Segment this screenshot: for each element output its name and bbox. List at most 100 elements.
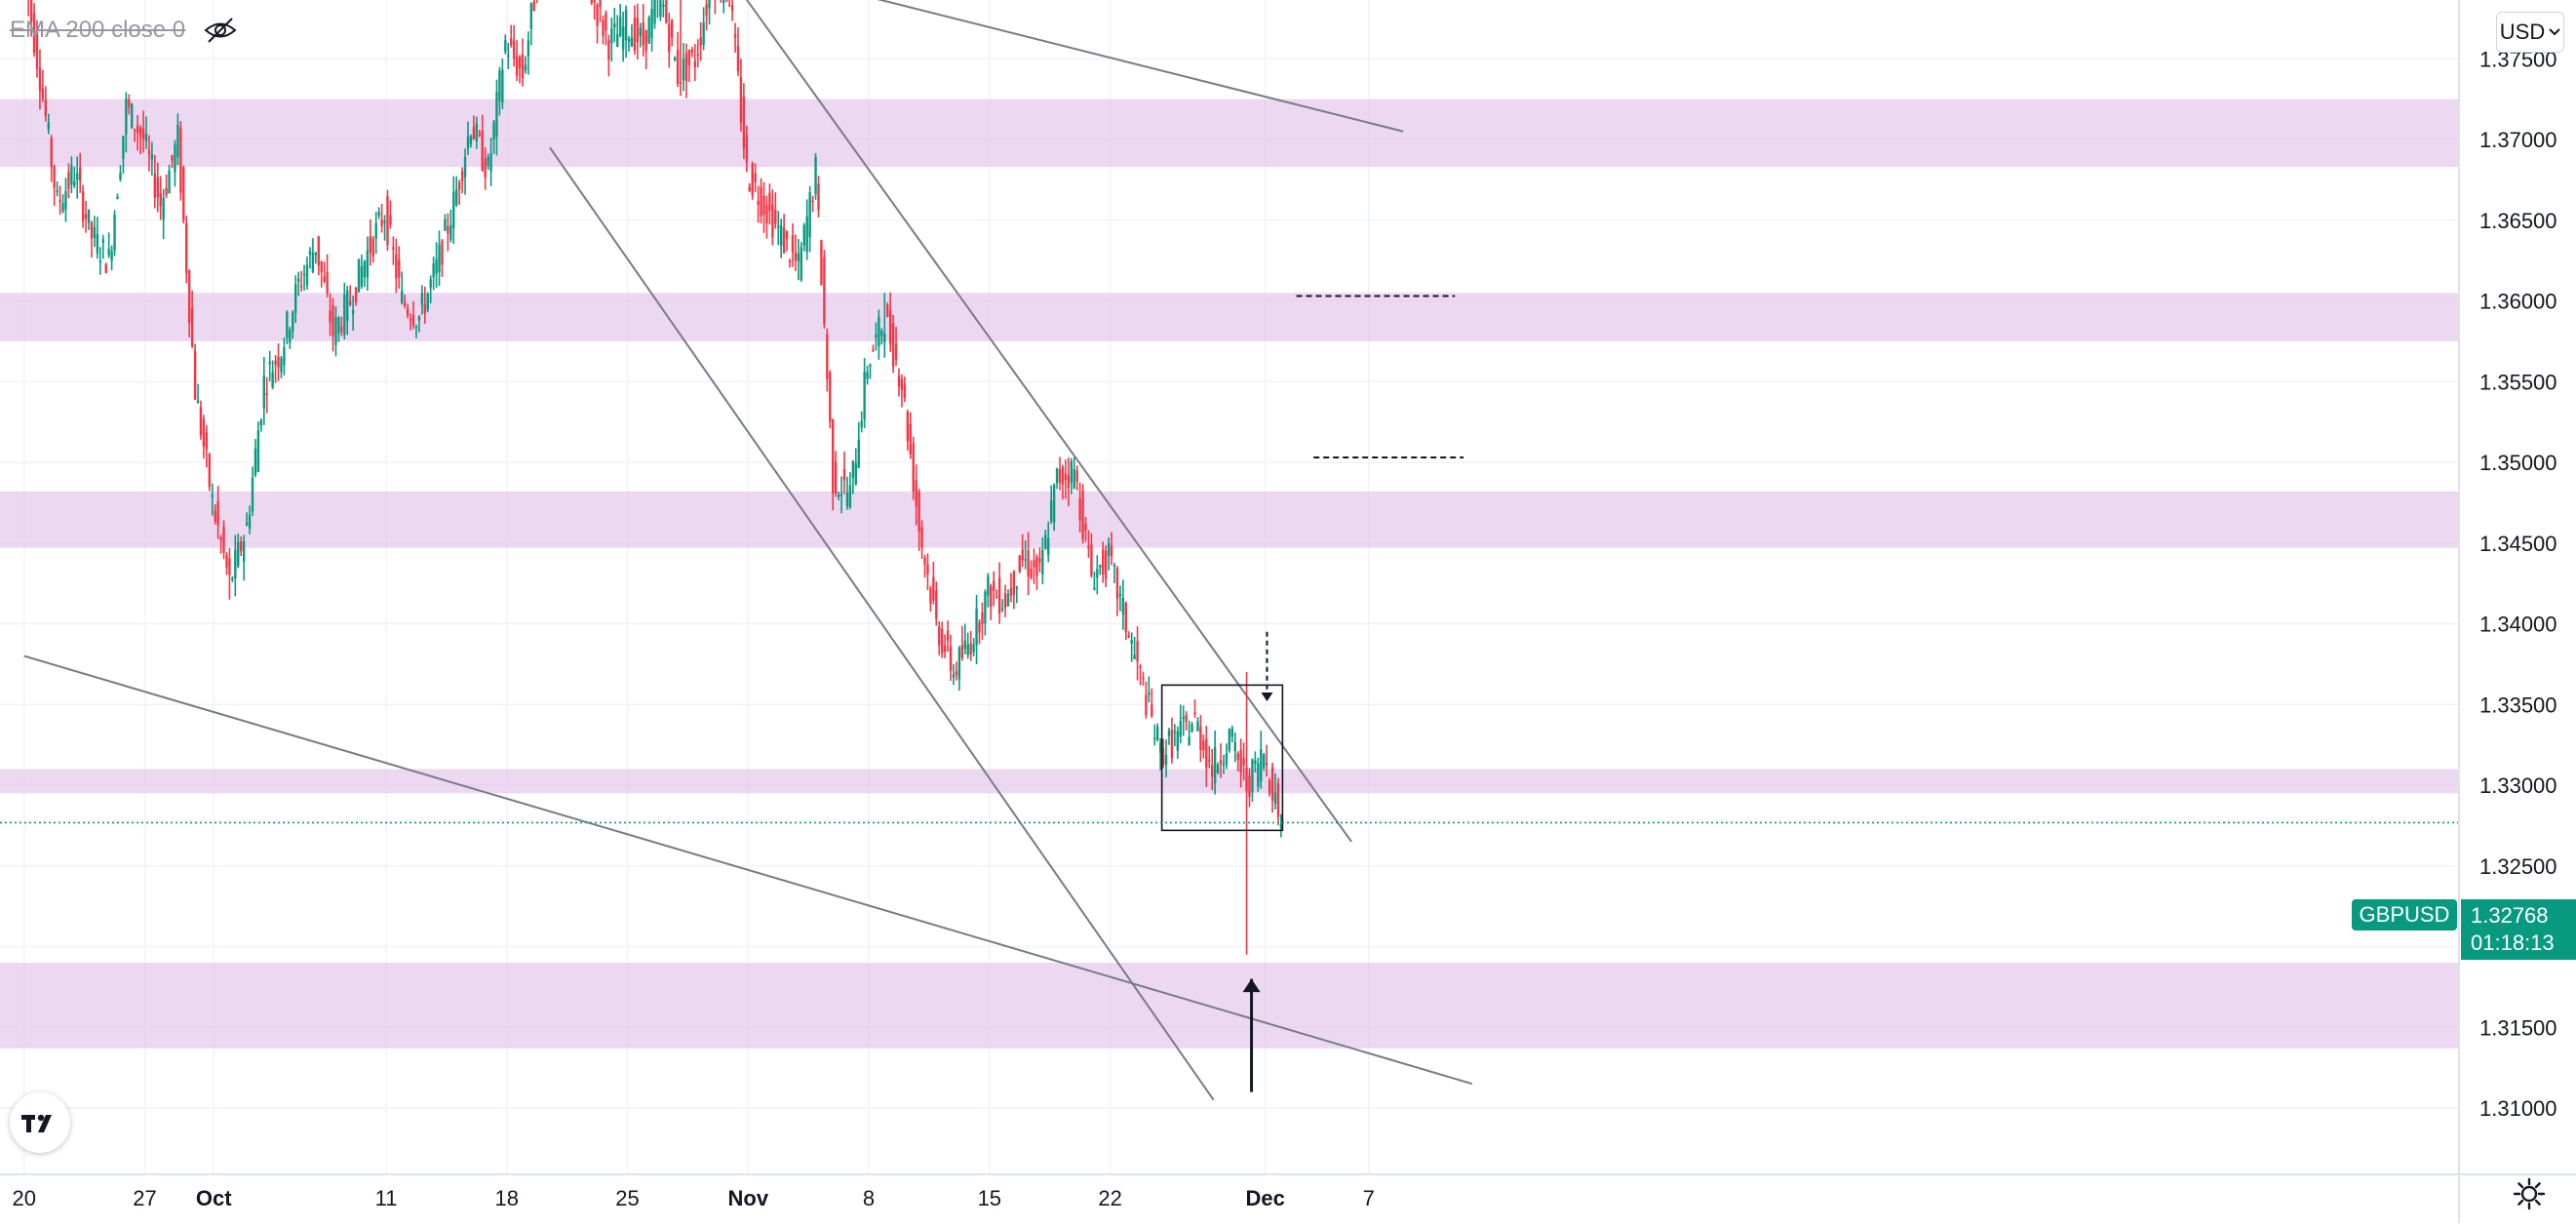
candle-body (41, 88, 45, 99)
candle-body (1058, 469, 1062, 483)
candle-body (147, 150, 151, 154)
arrow-head (1242, 978, 1261, 993)
candle-body (254, 448, 257, 476)
candle-body (141, 128, 145, 140)
candle-body (1127, 635, 1130, 638)
sr-zone (0, 293, 2459, 341)
candle-body (420, 293, 424, 305)
candle-body (56, 190, 59, 192)
eye-off-icon[interactable] (203, 16, 238, 45)
candle-body (414, 326, 418, 329)
candle-body (237, 541, 240, 567)
candle-body (760, 187, 762, 217)
candle-body (848, 485, 852, 507)
candle-body (1121, 597, 1125, 614)
candle-body (1087, 545, 1090, 549)
x-tick-label: 7 (1363, 1186, 1375, 1210)
candle-body (1161, 747, 1165, 766)
x-tick-label: 27 (133, 1186, 156, 1210)
candle-body (665, 0, 668, 22)
candle-body (1104, 550, 1108, 579)
candle-body (1124, 603, 1127, 633)
indicator-legend[interactable]: EMA 200 close 0 (10, 16, 238, 45)
candle-body (193, 351, 197, 400)
candle-body (1142, 677, 1145, 680)
candle-body (708, 0, 711, 9)
candle-body (946, 630, 950, 641)
candle-body (383, 220, 386, 223)
candle-body (627, 39, 631, 42)
candle-body (481, 131, 484, 171)
candle-body (432, 263, 435, 278)
candle-body (398, 258, 401, 278)
candle-body (308, 251, 312, 256)
candle-body (932, 576, 935, 601)
candle-body (727, 5, 731, 7)
candle-body (642, 22, 644, 46)
candle-body (1196, 721, 1199, 732)
candle-body (107, 249, 110, 256)
candle-body (647, 17, 650, 44)
candle-body (880, 330, 883, 337)
symbol-tag: GBPUSD (2352, 899, 2457, 931)
candle-body (1090, 544, 1093, 576)
candle-body (837, 494, 840, 497)
candle-body (797, 253, 800, 261)
candle-body (417, 316, 421, 321)
candle-body (857, 439, 860, 469)
candle-body (248, 514, 252, 529)
candle-body (311, 253, 315, 272)
candle-body (262, 376, 265, 409)
candle-body (912, 443, 915, 492)
candle-body (1148, 692, 1151, 695)
candle-body (794, 252, 798, 261)
x-tick-label: 11 (375, 1186, 398, 1210)
candle-body (286, 311, 289, 338)
gear-icon[interactable] (2512, 1176, 2547, 1211)
candle-body (702, 22, 705, 45)
tradingview-logo-icon[interactable] (10, 1092, 70, 1153)
candle-body (1052, 484, 1056, 523)
candle-body (981, 613, 984, 624)
candle-body (216, 500, 219, 526)
candle-body (650, 9, 653, 39)
candle-body (1107, 543, 1111, 556)
candle-body (1112, 565, 1116, 567)
y-tick-label: 1.33000 (2479, 773, 2557, 798)
candle-body (228, 558, 231, 575)
range-box (1160, 684, 1284, 832)
candle-body (1242, 758, 1245, 766)
candle-body (820, 240, 823, 286)
candle-body (277, 356, 280, 368)
candle-body (73, 180, 76, 186)
candle-body (1188, 736, 1190, 745)
candle-body (144, 134, 148, 141)
candle-body (1044, 535, 1047, 550)
candle-body (438, 244, 441, 273)
candle-body (1251, 759, 1254, 793)
candle-body (1070, 460, 1073, 483)
candle-body (323, 276, 326, 282)
candle-body (185, 223, 188, 274)
candle-body (1145, 694, 1148, 715)
candle-body (1254, 760, 1257, 765)
candle-body (317, 236, 320, 266)
candle-body (1164, 754, 1168, 766)
candle-body (518, 57, 522, 68)
candle-body (1270, 767, 1274, 801)
candle-body (101, 239, 104, 243)
trendline (745, 0, 1352, 843)
candle-body (478, 134, 481, 136)
candle-body (179, 127, 182, 193)
candle-body (774, 209, 777, 224)
candle-body (699, 37, 702, 46)
candle-body (1038, 558, 1041, 563)
candle-body (900, 378, 904, 390)
candle-body (529, 3, 533, 29)
currency-button[interactable]: USD (2496, 12, 2564, 53)
candle-body (1260, 749, 1263, 781)
candle-body (289, 330, 292, 343)
